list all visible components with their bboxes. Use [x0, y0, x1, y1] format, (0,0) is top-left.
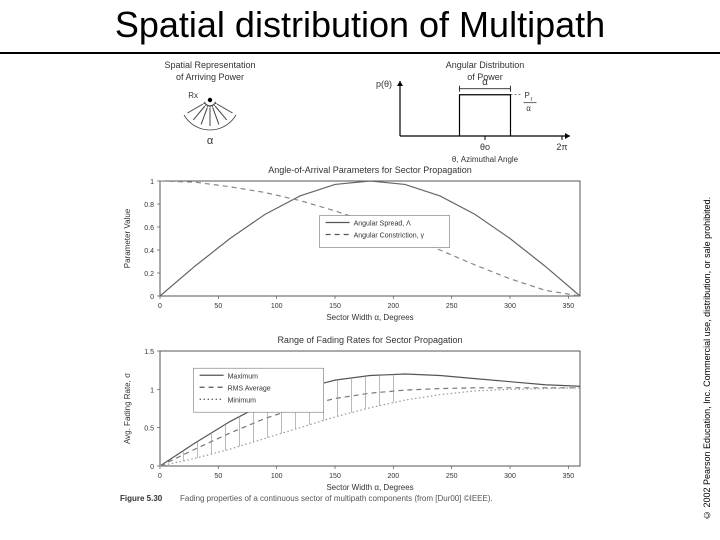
- svg-text:200: 200: [387, 473, 399, 480]
- svg-text:50: 50: [214, 473, 222, 480]
- svg-text:0.5: 0.5: [144, 426, 154, 433]
- svg-text:0: 0: [158, 473, 162, 480]
- top-left-diagram: Spatial Representation of Arriving Power R…: [164, 60, 255, 147]
- svg-text:Sector Width α, Degrees: Sector Width α, Degrees: [326, 483, 413, 492]
- svg-text:P: P: [525, 91, 530, 100]
- svg-text:350: 350: [562, 303, 574, 310]
- svg-text:350: 350: [562, 473, 574, 480]
- svg-text:Avg. Fading Rate, σ: Avg. Fading Rate, σ: [123, 373, 132, 444]
- svg-text:1: 1: [150, 179, 154, 186]
- svg-text:1: 1: [150, 387, 154, 394]
- bot-chart: Range of Fading Rates for Sector Propaga…: [123, 335, 580, 492]
- figure-area: Spatial Representation of Arriving Power R…: [100, 56, 620, 516]
- svg-text:0: 0: [158, 303, 162, 310]
- svg-text:Angular Constriction, γ: Angular Constriction, γ: [354, 233, 425, 240]
- copyright-text: © 2002 Pearson Education, Inc. Commercia…: [702, 100, 712, 520]
- svg-text:0.8: 0.8: [144, 202, 154, 209]
- svg-text:0.6: 0.6: [144, 225, 154, 232]
- svg-text:r: r: [531, 97, 533, 103]
- svg-text:1.5: 1.5: [144, 349, 154, 356]
- svg-text:2π: 2π: [556, 142, 567, 152]
- svg-text:Spatial Representation: Spatial Representation: [164, 60, 255, 70]
- svg-text:Rx: Rx: [188, 91, 198, 100]
- top-right-diagram: Angular Distributionof PowerαPrαθo2πp(θ)…: [376, 60, 570, 164]
- svg-text:Figure 5.30: Figure 5.30: [120, 494, 163, 503]
- title-underline: [0, 52, 720, 54]
- svg-text:0.2: 0.2: [144, 271, 154, 278]
- svg-text:Minimum: Minimum: [228, 397, 257, 404]
- svg-text:0: 0: [150, 294, 154, 301]
- svg-text:α: α: [526, 104, 531, 113]
- svg-text:p(θ): p(θ): [376, 79, 392, 89]
- svg-text:Range of Fading Rates for Sect: Range of Fading Rates for Sector Propaga…: [277, 335, 462, 345]
- svg-text:0: 0: [150, 464, 154, 471]
- svg-text:Fading properties of a continu: Fading properties of a continuous sector…: [180, 494, 493, 503]
- svg-text:θo: θo: [480, 142, 490, 152]
- svg-text:200: 200: [387, 303, 399, 310]
- svg-text:θ, Azimuthal Angle: θ, Azimuthal Angle: [452, 155, 519, 164]
- svg-text:100: 100: [271, 473, 283, 480]
- slide-title: Spatial distribution of Multipath: [0, 4, 720, 46]
- svg-text:α: α: [482, 77, 488, 88]
- svg-text:250: 250: [446, 473, 458, 480]
- svg-text:RMS Average: RMS Average: [228, 385, 271, 392]
- svg-text:Angular Spread, Λ: Angular Spread, Λ: [354, 221, 412, 228]
- svg-text:100: 100: [271, 303, 283, 310]
- svg-text:0.4: 0.4: [144, 248, 154, 255]
- svg-text:50: 50: [214, 303, 222, 310]
- mid-chart: Angle-of-Arrival Parameters for Sector P…: [123, 165, 580, 322]
- svg-text:250: 250: [446, 303, 458, 310]
- svg-text:Angular Distribution: Angular Distribution: [446, 60, 525, 70]
- svg-text:300: 300: [504, 473, 516, 480]
- slide: Spatial distribution of Multipath © 2002…: [0, 0, 720, 540]
- svg-text:α: α: [207, 135, 214, 147]
- svg-text:Angle-of-Arrival Parameters fo: Angle-of-Arrival Parameters for Sector P…: [268, 165, 472, 175]
- svg-text:Sector Width α, Degrees: Sector Width α, Degrees: [326, 313, 413, 322]
- figure-caption: Figure 5.30 Fading properties of a contin…: [120, 494, 493, 503]
- figure-svg: Spatial Representation of Arriving Power R…: [100, 56, 620, 516]
- svg-text:of Arriving Power: of Arriving Power: [176, 72, 244, 82]
- svg-text:150: 150: [329, 473, 341, 480]
- svg-text:Parameter Value: Parameter Value: [123, 208, 132, 268]
- svg-text:Maximum: Maximum: [228, 373, 259, 380]
- svg-text:300: 300: [504, 303, 516, 310]
- svg-text:150: 150: [329, 303, 341, 310]
